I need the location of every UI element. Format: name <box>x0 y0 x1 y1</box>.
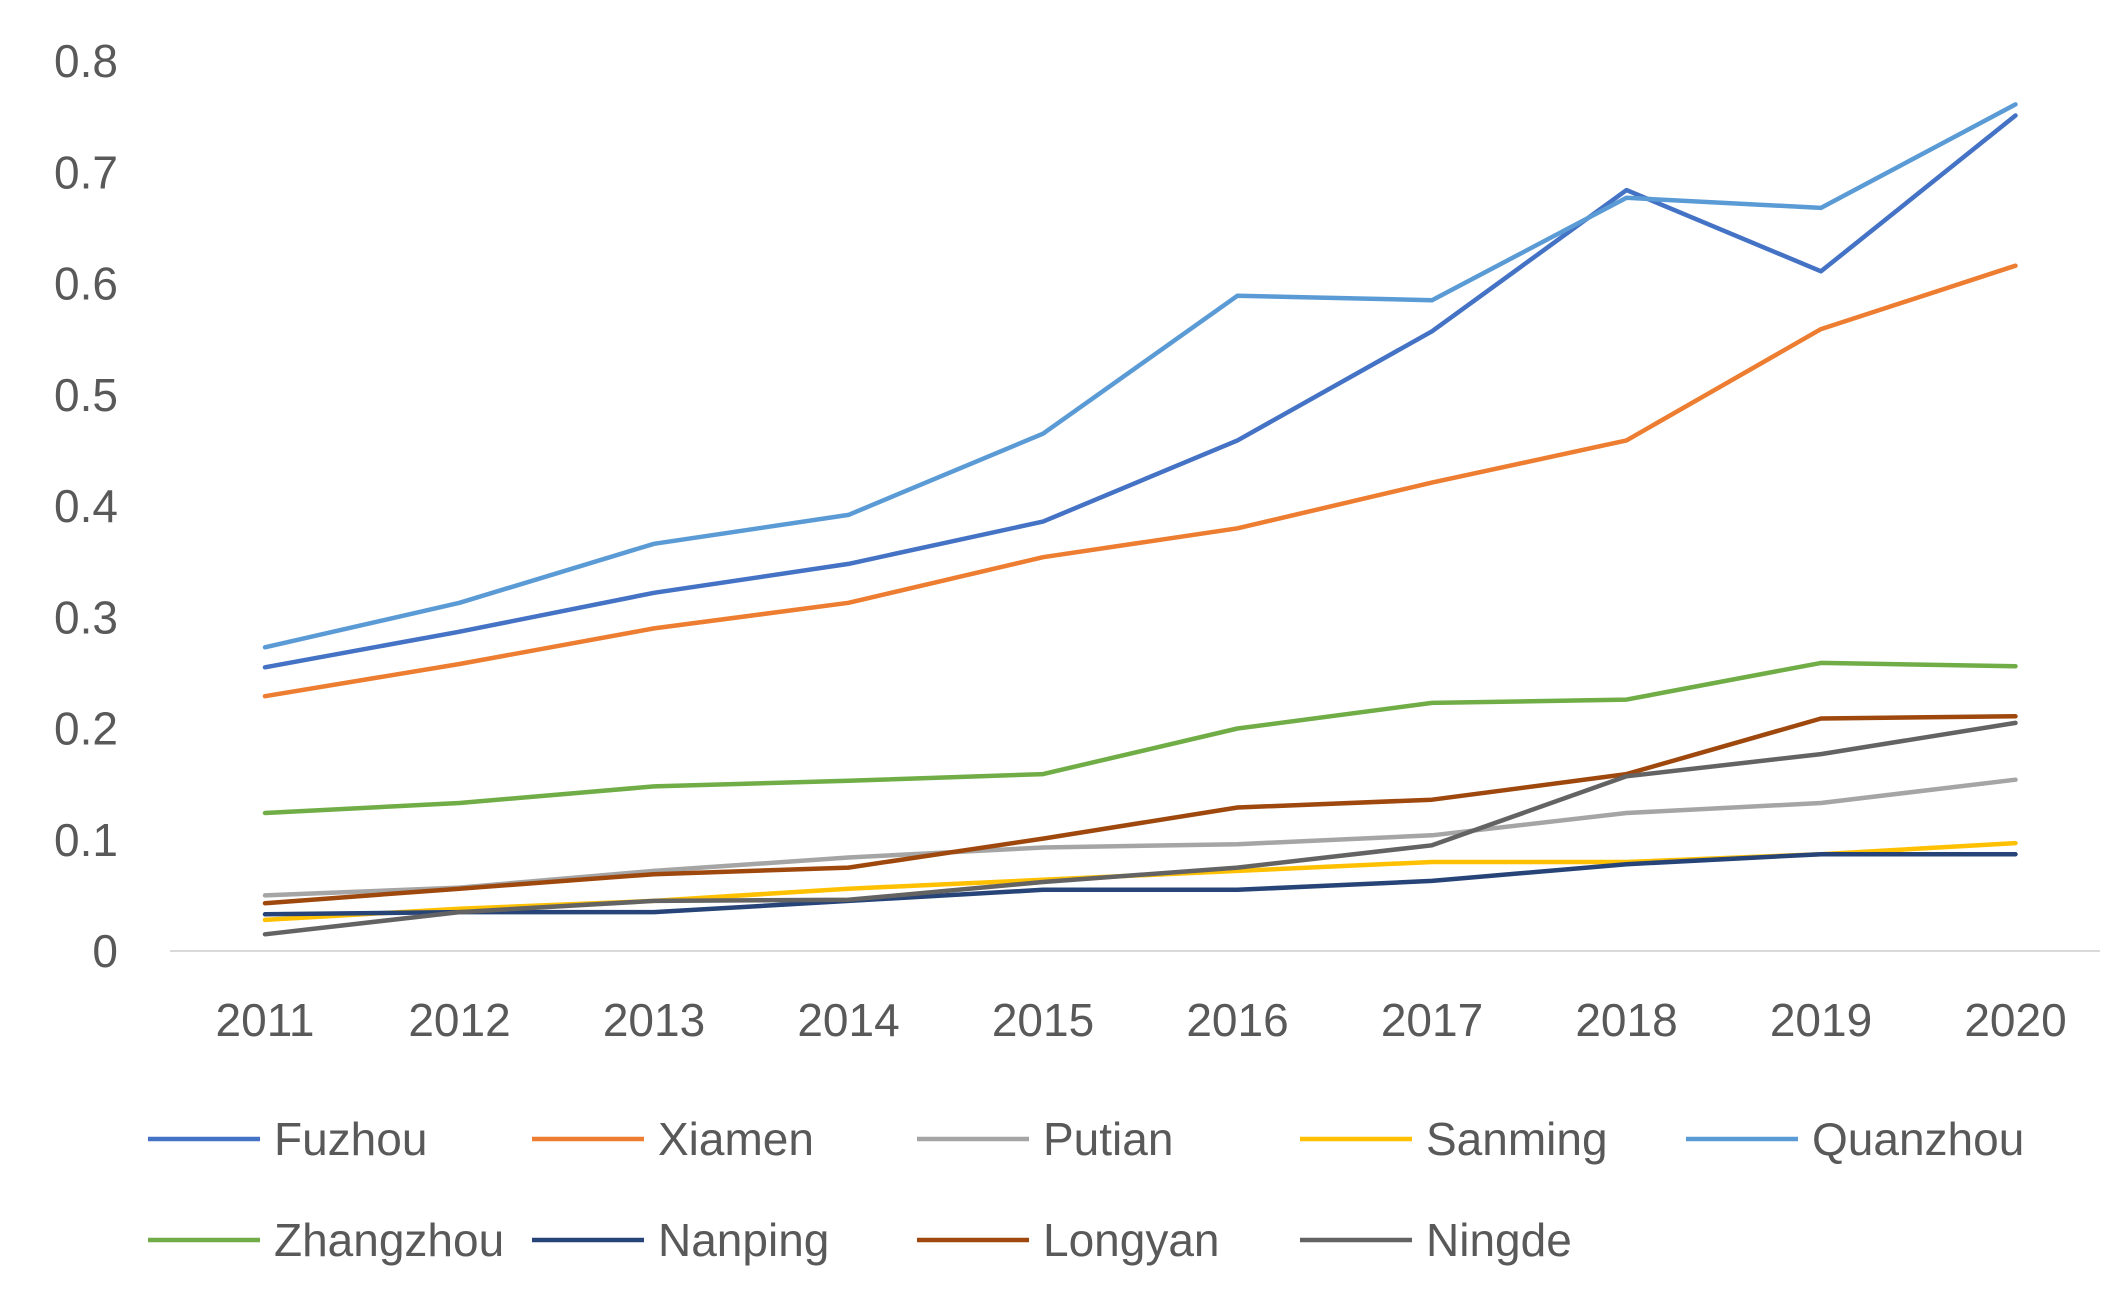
legend-item-ningde: Ningde <box>1300 1214 1572 1266</box>
legend-label: Sanming <box>1426 1113 1608 1165</box>
legend-item-quanzhou: Quanzhou <box>1686 1113 2024 1165</box>
x-tick-label: 2019 <box>1770 994 1872 1046</box>
x-tick-label: 2017 <box>1381 994 1483 1046</box>
series-lines <box>262 102 2018 937</box>
series-line-xiamen <box>262 263 2018 699</box>
y-tick-label: 0.6 <box>54 258 118 310</box>
series-line-zhangzhou <box>262 660 2018 816</box>
y-axis: 0 0.1 0.2 0.3 0.4 0.5 0.6 0.7 0.8 <box>54 35 118 977</box>
legend-label: Quanzhou <box>1812 1113 2024 1165</box>
series-line-quanzhou <box>262 102 2018 650</box>
y-tick-label: 0.4 <box>54 480 118 532</box>
x-tick-label: 2020 <box>1964 994 2066 1046</box>
y-tick-label: 0.8 <box>54 35 118 87</box>
legend-label: Ningde <box>1426 1214 1572 1266</box>
series-line-longyan <box>262 714 2018 906</box>
legend-item-xiamen: Xiamen <box>532 1113 814 1165</box>
x-tick-label: 2018 <box>1575 994 1677 1046</box>
y-tick-label: 0.1 <box>54 814 118 866</box>
legend: Fuzhou Xiamen Putian Sanming Quanzhou Zhangzh… <box>148 1113 2024 1266</box>
series-line-fuzhou <box>262 113 2018 670</box>
x-tick-label: 2013 <box>603 994 705 1046</box>
x-tick-label: 2014 <box>797 994 899 1046</box>
legend-item-sanming: Sanming <box>1300 1113 1608 1165</box>
legend-item-putian: Putian <box>917 1113 1173 1165</box>
legend-item-nanping: Nanping <box>532 1214 829 1266</box>
y-tick-label: 0.3 <box>54 591 118 643</box>
x-tick-label: 2012 <box>408 994 510 1046</box>
series-line-nanping <box>262 851 2018 917</box>
legend-label: Nanping <box>658 1214 829 1266</box>
x-axis: 2011 2012 2013 2014 2015 2016 2017 2018 2019 2020 <box>170 950 2100 1046</box>
legend-item-longyan: Longyan <box>917 1214 1220 1266</box>
legend-label: Fuzhou <box>274 1113 427 1165</box>
legend-label: Putian <box>1043 1113 1173 1165</box>
legend-label: Longyan <box>1043 1214 1220 1266</box>
y-tick-label: 0.7 <box>54 146 118 198</box>
y-tick-label: 0.2 <box>54 703 118 755</box>
x-tick-label: 2015 <box>992 994 1094 1046</box>
series-line-ningde <box>262 720 2018 937</box>
legend-label: Zhangzhou <box>274 1214 504 1266</box>
x-tick-label: 2016 <box>1186 994 1288 1046</box>
legend-item-zhangzhou: Zhangzhou <box>148 1214 504 1266</box>
legend-item-fuzhou: Fuzhou <box>148 1113 427 1165</box>
legend-label: Xiamen <box>658 1113 814 1165</box>
y-tick-label: 0 <box>92 925 118 977</box>
x-tick-label: 2011 <box>216 994 315 1046</box>
y-tick-label: 0.5 <box>54 369 118 421</box>
